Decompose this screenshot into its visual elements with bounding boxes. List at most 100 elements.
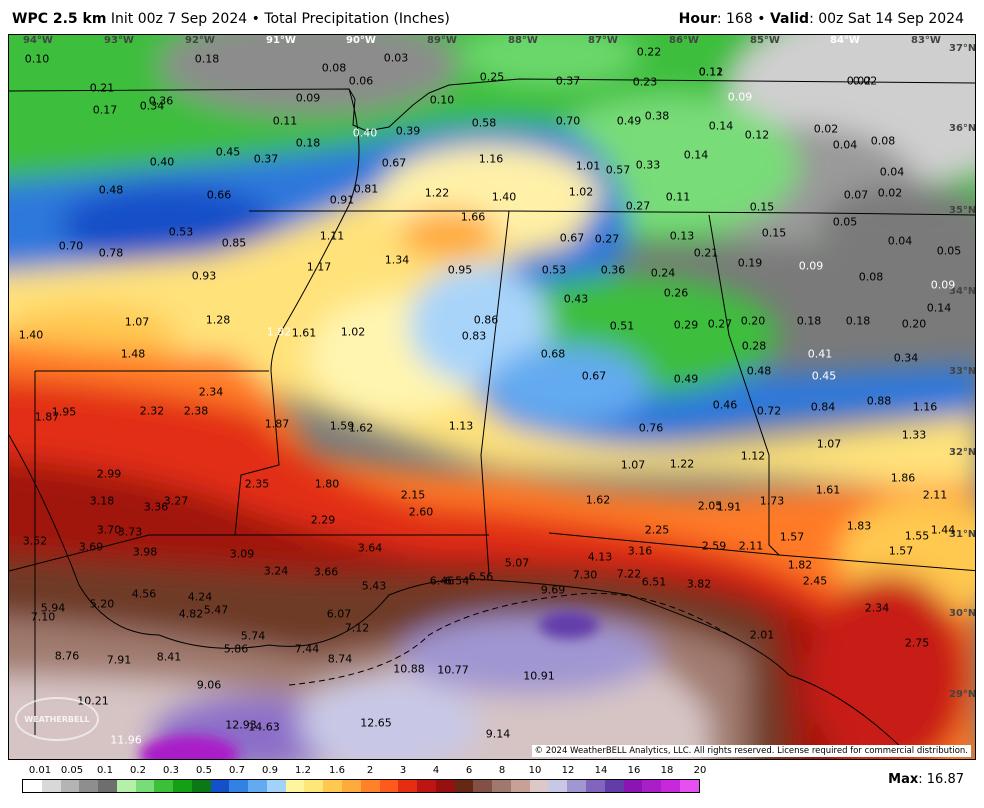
lat-tick-32n: 32°N xyxy=(949,447,976,458)
lat-tick-29n: 29°N xyxy=(949,689,976,700)
precip-value-label: 7.10 xyxy=(30,610,56,624)
precip-value-label: 12.93 xyxy=(225,718,257,732)
precip-value-label: 0.34 xyxy=(893,351,919,365)
precip-value-label: 7.44 xyxy=(294,642,320,656)
map-title: WPC 2.5 km Init 00z 7 Sep 2024 • Total P… xyxy=(12,11,450,27)
precip-value-label: 0.02 xyxy=(846,74,872,88)
precip-value-label: 0.09 xyxy=(798,259,824,273)
precip-value-label: 2.11 xyxy=(738,539,764,553)
precip-value-label: 0.49 xyxy=(673,372,699,386)
legend-swatch xyxy=(229,780,249,792)
legend-tick-label: 18 xyxy=(660,765,674,776)
precipitation-map[interactable]: 94°W 93°W 92°W 91°W 90°W 89°W 88°W 87°W … xyxy=(8,34,976,760)
precip-value-label: 0.81 xyxy=(353,182,379,196)
precip-value-label: 0.09 xyxy=(727,90,753,104)
precip-value-label: 1.22 xyxy=(669,457,695,471)
precip-value-label: 0.28 xyxy=(741,339,767,353)
precip-value-label: 0.13 xyxy=(669,229,695,243)
precip-value-label: 0.04 xyxy=(832,138,858,152)
lon-tick-88w: 88°W xyxy=(508,35,538,46)
precip-value-label: 3.82 xyxy=(686,577,712,591)
bullet-separator: • xyxy=(251,11,260,27)
legend-tick-label: 16 xyxy=(627,765,641,776)
precip-value-label: 0.36 xyxy=(600,263,626,277)
legend-swatch xyxy=(454,780,474,792)
precip-value-label: 0.14 xyxy=(683,148,709,162)
model-name: WPC 2.5 km xyxy=(12,11,107,27)
precip-value-label: 7.91 xyxy=(106,653,132,667)
precip-value-label: 0.02 xyxy=(813,122,839,136)
legend-swatch xyxy=(191,780,211,792)
legend-swatch xyxy=(585,780,605,792)
lon-tick-90w: 90°W xyxy=(346,35,376,46)
precip-value-label: 0.09 xyxy=(930,278,956,292)
lon-tick-94w: 94°W xyxy=(23,35,53,46)
precip-value-label: 0.53 xyxy=(168,225,194,239)
precip-value-label: 1.82 xyxy=(266,325,292,339)
legend: 0.01 0.05 0.1 0.2 0.3 0.5 0.7 0.9 1.2 1.6 2 3 4 6 8 10 1… xyxy=(0,760,984,808)
legend-swatch xyxy=(417,780,436,792)
precip-value-label: 1.22 xyxy=(424,186,450,200)
legend-tick-label: 20 xyxy=(693,765,707,776)
precip-value-label: 1.44 xyxy=(930,523,956,537)
precip-value-label: 0.08 xyxy=(870,134,896,148)
precip-value-label: 0.48 xyxy=(746,364,772,378)
precip-value-label: 0.78 xyxy=(98,246,124,260)
precip-value-label: 0.06 xyxy=(348,74,374,88)
precip-value-label: 9.14 xyxy=(485,727,511,741)
precip-value-label: 1.11 xyxy=(319,229,345,243)
hour-label: Hour xyxy=(678,11,717,27)
precip-value-label: 0.18 xyxy=(295,136,321,150)
precip-value-label: 0.40 xyxy=(352,126,378,140)
precip-value-label: 1.57 xyxy=(779,530,805,544)
precip-value-label: 2.75 xyxy=(904,636,930,650)
precip-value-label: 0.49 xyxy=(616,114,642,128)
precip-value-label: 5.74 xyxy=(240,629,266,643)
legend-swatch xyxy=(41,780,61,792)
legend-tick-label: 6 xyxy=(465,765,473,776)
legend-swatch xyxy=(642,780,662,792)
legend-swatch xyxy=(304,780,324,792)
precip-value-label: 8.76 xyxy=(54,649,80,663)
precip-value-label: 3.24 xyxy=(263,564,289,578)
precip-value-label: 14.63 xyxy=(248,720,280,734)
precip-value-label: 3.09 xyxy=(229,547,255,561)
precip-value-label: 0.11 xyxy=(272,114,298,128)
precip-value-label: 4.82 xyxy=(178,607,204,621)
valid-info: Hour: 168 • Valid: 00z Sat 14 Sep 2024 xyxy=(679,11,964,27)
precip-value-label: 0.66 xyxy=(206,188,232,202)
precip-value-label: 1.07 xyxy=(124,315,150,329)
precip-value-label: 8.41 xyxy=(156,650,182,664)
hour-value: : 168 xyxy=(716,11,753,27)
bullet-separator-2: • xyxy=(757,11,766,27)
precip-value-label: 7.22 xyxy=(616,567,642,581)
precip-value-label: 0.36 xyxy=(148,94,174,108)
precip-value-label: 1.02 xyxy=(568,185,594,199)
precip-value-label: 0.40 xyxy=(149,155,175,169)
precip-value-label: 0.21 xyxy=(693,246,719,260)
precip-value-label: 0.15 xyxy=(749,200,775,214)
lon-tick-87w: 87°W xyxy=(588,35,618,46)
precip-value-label: 5.47 xyxy=(203,603,229,617)
precip-value-label: 6.56 xyxy=(468,570,494,584)
precip-value-label: 0.08 xyxy=(321,61,347,75)
precip-value-label: 1.87 xyxy=(34,410,60,424)
precip-value-label: 1.12 xyxy=(740,449,766,463)
precip-value-label: 3.64 xyxy=(357,541,383,555)
precip-value-label: 2.25 xyxy=(644,523,670,537)
precip-value-label: 1.86 xyxy=(890,471,916,485)
precip-value-label: 6.51 xyxy=(641,575,667,589)
precip-value-label: 0.85 xyxy=(221,236,247,250)
precip-value-label: 9.69 xyxy=(540,583,566,597)
precip-value-label: 0.51 xyxy=(609,319,635,333)
precip-value-label: 10.88 xyxy=(393,662,425,676)
lon-tick-85w: 85°W xyxy=(750,35,780,46)
precip-value-label: 2.01 xyxy=(749,628,775,642)
legend-swatch xyxy=(623,780,643,792)
precip-value-label: 0.02 xyxy=(877,186,903,200)
legend-swatch xyxy=(548,780,568,792)
lon-tick-93w: 93°W xyxy=(104,35,134,46)
lat-tick-34n: 34°N xyxy=(949,286,976,297)
precip-value-label: 1.07 xyxy=(816,437,842,451)
legend-swatch xyxy=(210,780,230,792)
